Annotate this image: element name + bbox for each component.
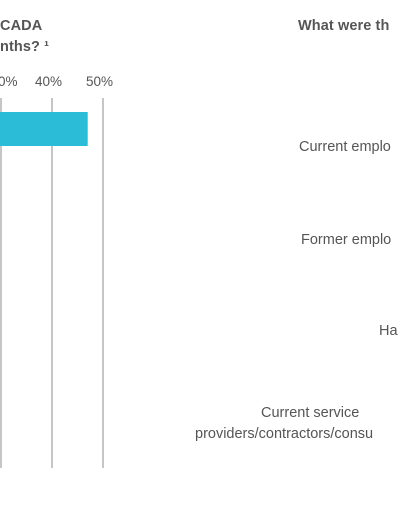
right-chart-title: What were th — [298, 18, 390, 34]
category-label-service-providers-line1: Current service — [261, 405, 360, 421]
category-label-current-employees: Current emplo — [299, 139, 391, 155]
grid-layer — [0, 98, 104, 468]
tick-label-40: 40% — [35, 74, 63, 89]
category-label-former-employees: Former emplo — [301, 232, 392, 248]
left-title-line-1: CADA — [0, 18, 43, 34]
tick-label-50: 50% — [86, 74, 114, 89]
left-title-line-2: nths? ¹ — [0, 39, 50, 55]
tick-label-30: 0% — [0, 74, 18, 89]
bar-layer — [0, 112, 88, 146]
category-label-hackers: Ha — [379, 323, 398, 339]
bar-0 — [0, 112, 88, 146]
category-label-service-providers-line2: providers/contractors/consu — [195, 426, 374, 442]
